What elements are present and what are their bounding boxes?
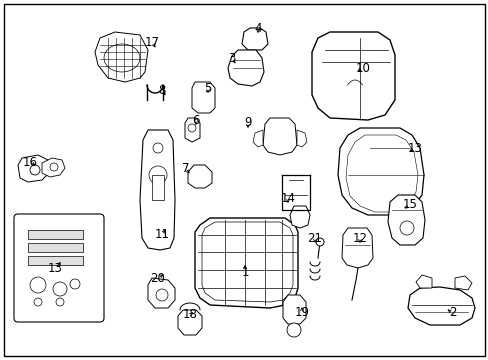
Text: 6: 6 — [192, 113, 199, 126]
Circle shape — [399, 221, 413, 235]
Polygon shape — [296, 130, 306, 147]
Polygon shape — [252, 130, 263, 147]
Text: 2: 2 — [448, 306, 456, 320]
Polygon shape — [195, 218, 297, 308]
Polygon shape — [337, 128, 423, 215]
Text: 12: 12 — [352, 231, 367, 244]
Polygon shape — [387, 195, 424, 245]
Polygon shape — [242, 28, 267, 50]
Circle shape — [153, 143, 163, 153]
Text: 13: 13 — [407, 141, 422, 154]
Text: 14: 14 — [280, 192, 295, 204]
Circle shape — [286, 323, 301, 337]
Text: 9: 9 — [244, 117, 251, 130]
Circle shape — [187, 124, 196, 132]
Bar — [28, 256, 83, 265]
Bar — [28, 230, 83, 239]
Polygon shape — [178, 310, 202, 335]
Circle shape — [149, 166, 167, 184]
Text: 17: 17 — [144, 36, 159, 49]
Bar — [28, 243, 83, 252]
Text: 4: 4 — [254, 22, 261, 35]
Text: 15: 15 — [402, 198, 417, 211]
Text: 20: 20 — [150, 271, 165, 284]
Circle shape — [53, 282, 67, 296]
Circle shape — [156, 289, 168, 301]
Text: 3: 3 — [228, 51, 235, 64]
Polygon shape — [184, 118, 200, 142]
Polygon shape — [227, 50, 264, 86]
Text: 5: 5 — [204, 81, 211, 94]
Polygon shape — [18, 155, 50, 182]
Text: 13: 13 — [47, 261, 62, 274]
Polygon shape — [454, 276, 471, 290]
Polygon shape — [95, 32, 148, 82]
Circle shape — [315, 238, 324, 246]
Text: 18: 18 — [182, 309, 197, 321]
Polygon shape — [42, 158, 65, 177]
Circle shape — [34, 298, 42, 306]
FancyBboxPatch shape — [14, 214, 104, 322]
Text: 8: 8 — [158, 84, 165, 96]
Polygon shape — [263, 118, 296, 155]
Text: 11: 11 — [154, 229, 169, 242]
Circle shape — [30, 277, 46, 293]
Circle shape — [50, 163, 58, 171]
Circle shape — [56, 298, 64, 306]
Polygon shape — [148, 278, 175, 308]
Circle shape — [30, 165, 40, 175]
Text: 7: 7 — [182, 162, 189, 175]
Text: 10: 10 — [355, 62, 370, 75]
Text: 21: 21 — [307, 231, 322, 244]
Polygon shape — [341, 228, 372, 268]
Text: 16: 16 — [22, 156, 38, 168]
Polygon shape — [283, 295, 305, 324]
Polygon shape — [289, 206, 309, 228]
Polygon shape — [407, 287, 474, 325]
Text: 19: 19 — [294, 306, 309, 319]
Polygon shape — [187, 165, 212, 188]
Text: 1: 1 — [241, 266, 248, 279]
Polygon shape — [192, 82, 215, 113]
Polygon shape — [140, 130, 175, 250]
Polygon shape — [415, 275, 431, 288]
Circle shape — [70, 279, 80, 289]
Bar — [152, 175, 163, 200]
Polygon shape — [311, 32, 394, 120]
